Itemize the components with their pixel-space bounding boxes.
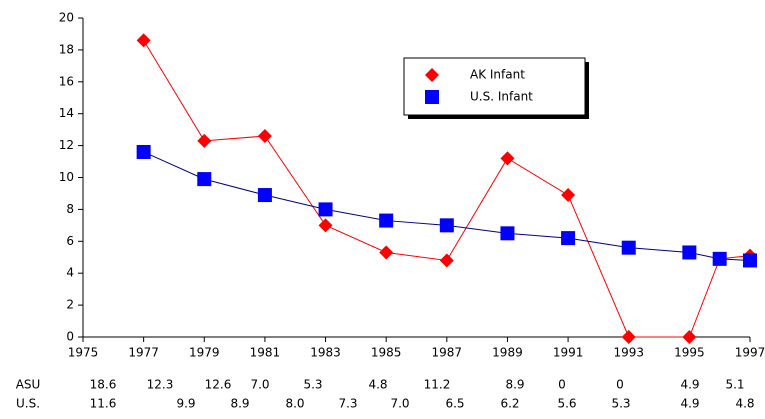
point (197, 172, 212, 187)
table-row-label: U.S. (16, 397, 40, 411)
point (439, 218, 454, 233)
x-tick-label: 1981 (250, 346, 281, 360)
table-cell: 5.3 (303, 378, 322, 392)
point (712, 251, 727, 266)
x-tick-label: 1985 (371, 346, 402, 360)
point (197, 133, 212, 148)
point (682, 330, 697, 344)
legend-marker (425, 90, 439, 104)
table-cell: 4.8 (368, 378, 387, 392)
table-cell: 5.3 (611, 397, 630, 411)
y-tick-label: 20 (59, 11, 74, 25)
table-cell: 8.0 (285, 397, 304, 411)
x-tick-label: 1997 (735, 346, 765, 360)
legend-label: AK Infant (470, 68, 525, 82)
point (621, 330, 636, 344)
point (257, 188, 272, 203)
table-cell: 4.9 (680, 378, 699, 392)
y-tick-label: 10 (59, 170, 74, 184)
x-tick-label: 1979 (189, 346, 220, 360)
point (743, 253, 757, 268)
table-cell: 8.9 (230, 397, 249, 411)
table-cell: 7.3 (338, 397, 357, 411)
table-cell: 0 (616, 378, 624, 392)
table-row-label: ASU (16, 378, 41, 392)
point (500, 151, 515, 166)
point (561, 188, 576, 203)
y-tick-label: 18 (59, 42, 74, 56)
table-cell: 4.8 (735, 397, 754, 411)
x-tick-label: 1991 (553, 346, 584, 360)
table-cell: 7.0 (390, 397, 409, 411)
table-cell: 12.6 (205, 378, 232, 392)
point (379, 213, 394, 228)
point (561, 231, 576, 246)
y-tick-label: 8 (66, 202, 74, 216)
legend-label: U.S. Infant (470, 90, 533, 104)
point (318, 202, 333, 217)
point (439, 253, 454, 268)
table-cell: 7.0 (250, 378, 269, 392)
table-cell: 6.5 (445, 397, 464, 411)
table-cell: 4.9 (680, 397, 699, 411)
y-tick-label: 12 (59, 138, 74, 152)
y-tick-label: 6 (66, 234, 74, 248)
table-cell: 5.1 (725, 378, 744, 392)
y-tick-label: 2 (66, 298, 74, 312)
y-tick-label: 0 (66, 330, 74, 344)
x-tick-label: 1987 (432, 346, 463, 360)
table-cell: 18.6 (90, 378, 117, 392)
legend (403, 57, 586, 116)
series-line (143, 151, 751, 261)
x-tick-label: 1977 (128, 346, 159, 360)
x-tick-label: 1993 (613, 346, 644, 360)
x-tick-label: 1989 (492, 346, 523, 360)
table-cell: 11.6 (90, 397, 117, 411)
y-tick-label: 16 (59, 74, 74, 88)
point (500, 226, 515, 241)
point (136, 144, 151, 159)
point (379, 245, 394, 260)
series-line (143, 40, 751, 338)
point (257, 129, 272, 144)
table-cell: 11.2 (424, 378, 451, 392)
point (136, 33, 151, 48)
y-tick-label: 14 (59, 106, 74, 120)
point (318, 218, 333, 233)
x-tick-label: 1975 (68, 346, 99, 360)
point (621, 240, 636, 255)
table-cell: 6.2 (500, 397, 519, 411)
table-cell: 9.9 (176, 397, 195, 411)
table-cell: 8.9 (505, 378, 524, 392)
legend-marker (425, 68, 439, 82)
x-tick-label: 1995 (674, 346, 705, 360)
table-cell: 12.3 (147, 378, 174, 392)
point (682, 245, 697, 260)
y-tick-label: 4 (66, 266, 74, 280)
table-cell: 5.6 (557, 397, 576, 411)
x-tick-label: 1983 (310, 346, 341, 360)
table-cell: 0 (558, 378, 566, 392)
